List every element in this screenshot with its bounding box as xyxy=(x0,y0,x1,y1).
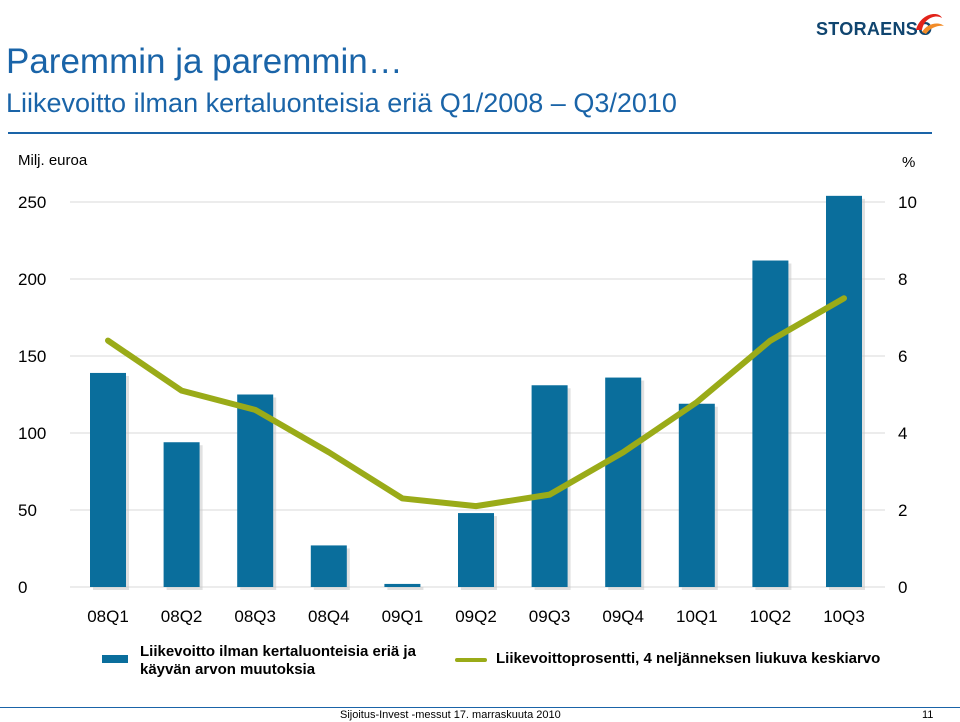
y2-tick-label: 4 xyxy=(898,424,907,443)
page-subtitle: Liikevoitto ilman kertaluonteisia eriä Q… xyxy=(6,88,677,118)
legend-bar-label: Liikevoitto ilman kertaluonteisia eriä j… xyxy=(140,643,416,678)
category-label: 08Q2 xyxy=(161,607,203,626)
y-tick-label: 0 xyxy=(18,578,27,597)
bar xyxy=(605,377,642,587)
category-label: 08Q1 xyxy=(87,607,129,626)
y2-tick-label: 0 xyxy=(898,578,907,597)
bar xyxy=(458,513,494,587)
y-tick-label: 50 xyxy=(18,501,37,520)
category-label: 10Q2 xyxy=(750,607,792,626)
y-axis-left-label: Milj. euroa xyxy=(18,152,88,169)
y2-tick-label: 6 xyxy=(898,347,907,366)
bar xyxy=(678,403,715,587)
bar xyxy=(90,372,126,587)
title-divider xyxy=(8,132,932,134)
legend-line-label: Liikevoittoprosentti, 4 neljänneksen liu… xyxy=(496,650,881,667)
logo-swirl-icon xyxy=(916,14,944,34)
category-label: 09Q3 xyxy=(529,607,571,626)
series-line xyxy=(105,295,847,510)
bar xyxy=(752,260,789,587)
legend-bar-swatch xyxy=(102,655,128,663)
legend-line-swatch xyxy=(455,658,487,662)
y-tick-label: 250 xyxy=(18,193,46,212)
category-label: 08Q3 xyxy=(234,607,276,626)
footer-divider xyxy=(0,707,960,708)
y-tick-label: 100 xyxy=(18,424,46,443)
bar xyxy=(384,583,421,587)
category-label: 10Q3 xyxy=(823,607,865,626)
bar xyxy=(310,545,347,587)
y2-tick-label: 2 xyxy=(898,501,907,520)
y-tick-label: 200 xyxy=(18,270,46,289)
bar xyxy=(163,442,200,587)
y-axis-right-label: % xyxy=(902,154,916,171)
y2-tick-label: 10 xyxy=(898,193,917,212)
page-title: Paremmin ja paremmin… xyxy=(6,42,403,81)
bar-shadow xyxy=(387,586,424,590)
profit-chart: 0 0 50 2 100 4 150 6 200 8 250 10 08Q1 08Q2 08Q3 08Q4 0… xyxy=(18,193,917,626)
bar xyxy=(826,195,862,587)
y-tick-label: 150 xyxy=(18,347,46,366)
category-label: 09Q2 xyxy=(455,607,497,626)
bar xyxy=(237,394,274,587)
stora-enso-logo: STORAENSO xyxy=(816,8,946,42)
page-number: 11 xyxy=(922,709,934,721)
footer-text: Sijoitus-Invest -messut 17. marraskuuta … xyxy=(340,709,561,721)
logo-text: STORAENSO xyxy=(816,19,933,39)
category-label: 08Q4 xyxy=(308,607,350,626)
category-label: 09Q1 xyxy=(382,607,424,626)
y2-tick-label: 8 xyxy=(898,270,907,289)
category-label: 09Q4 xyxy=(602,607,644,626)
category-label: 10Q1 xyxy=(676,607,718,626)
